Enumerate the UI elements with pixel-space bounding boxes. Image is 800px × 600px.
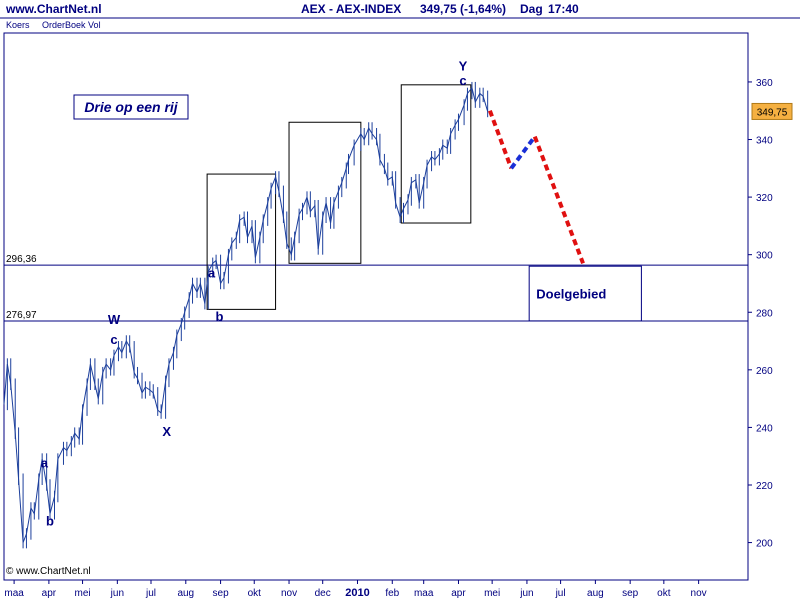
- x-tick-label: sep: [213, 588, 230, 599]
- x-tick-label: sep: [622, 588, 639, 599]
- index-name: AEX - AEX-INDEX: [301, 2, 402, 16]
- x-tick-label: apr: [451, 588, 466, 599]
- x-tick-label: mei: [74, 588, 90, 599]
- x-tick-label: dec: [315, 588, 331, 599]
- consolidation-box: [206, 173, 277, 310]
- x-tick-label: okt: [657, 588, 671, 599]
- wave-label: c: [110, 332, 117, 347]
- last-price-text: 349,75: [757, 107, 788, 118]
- wave-label: X: [162, 424, 171, 439]
- quote-text: 349,75 (-1,64%): [420, 2, 507, 16]
- support-line-label: 276,97: [6, 310, 37, 321]
- last-price-badge: [751, 102, 793, 120]
- target-zone-label: Doelgebied: [536, 287, 606, 302]
- target-zone-box: [528, 265, 642, 322]
- y-tick-label: 260: [756, 366, 773, 377]
- y-tick-label: 200: [756, 539, 773, 550]
- watermark-text: © www.ChartNet.nl: [6, 566, 91, 577]
- y-tick-label: 340: [756, 136, 773, 147]
- x-tick-label: okt: [248, 588, 262, 599]
- x-tick-label: aug: [177, 588, 194, 599]
- wave-label: c: [459, 73, 466, 88]
- wave-label: b: [215, 309, 223, 324]
- header-bar: www.ChartNet.nl AEX - AEX-INDEX 349,75 (…: [0, 0, 800, 18]
- annotation-title: Drie op een rij: [84, 99, 178, 115]
- x-tick-label: aug: [587, 588, 604, 599]
- projection-down-1: [488, 110, 514, 170]
- site-name[interactable]: www.ChartNet.nl: [6, 2, 102, 16]
- x-tick-label: 2010: [345, 587, 369, 599]
- support-line-label: 296,36: [6, 254, 37, 265]
- x-tick-label: jul: [555, 588, 566, 599]
- consolidation-box: [400, 84, 472, 224]
- tab-orderboek[interactable]: OrderBoek Vol: [42, 20, 101, 30]
- y-tick-label: 220: [756, 481, 773, 492]
- y-tick-label: 320: [756, 193, 773, 204]
- x-tick-label: jul: [145, 588, 156, 599]
- consolidation-box: [288, 121, 362, 264]
- projection-down-2: [532, 135, 585, 265]
- wave-label: Y: [459, 58, 468, 73]
- chart-tabs: Koers OrderBoek Vol: [6, 20, 111, 30]
- price-line: [3, 86, 489, 543]
- x-tick-label: mei: [484, 588, 500, 599]
- x-tick-label: nov: [691, 588, 707, 599]
- projection-up: [509, 135, 537, 170]
- x-tick-label: apr: [42, 588, 57, 599]
- x-tick-label: jun: [519, 588, 533, 599]
- tab-koers[interactable]: Koers: [6, 20, 30, 30]
- plot-frame: [3, 32, 749, 581]
- wave-label: W: [108, 312, 121, 327]
- y-tick-label: 240: [756, 423, 773, 434]
- time-text: 17:40: [548, 2, 579, 16]
- y-tick-label: 360: [756, 78, 773, 89]
- period-text: Dag: [520, 2, 543, 16]
- x-tick-label: nov: [281, 588, 297, 599]
- annotation-title-box: [73, 94, 189, 120]
- wave-label: b: [46, 513, 54, 528]
- wave-label: a: [208, 266, 216, 281]
- wave-label: a: [41, 456, 49, 471]
- x-tick-label: jun: [110, 588, 124, 599]
- y-tick-label: 280: [756, 308, 773, 319]
- x-tick-label: feb: [385, 588, 399, 599]
- x-tick-label: maa: [414, 588, 434, 599]
- x-tick-label: maa: [4, 588, 24, 599]
- y-tick-label: 300: [756, 251, 773, 262]
